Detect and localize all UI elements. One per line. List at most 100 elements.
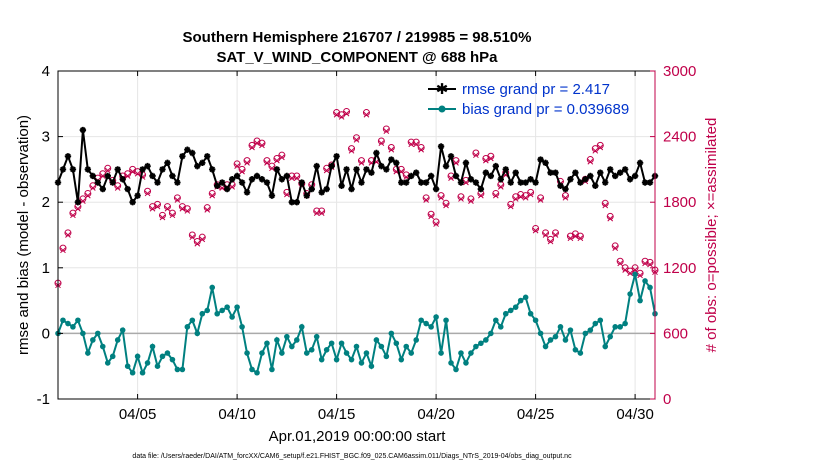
bias-point <box>597 317 604 324</box>
bias-point <box>572 347 579 353</box>
y-axis-label-left: rmse and bias (model - observation) <box>15 115 32 355</box>
line-series <box>54 126 659 376</box>
bias-point <box>338 340 345 347</box>
bias-point <box>184 324 191 330</box>
obs-possible-point <box>487 152 495 160</box>
rmse-point <box>124 185 131 193</box>
rmse-point <box>537 156 544 163</box>
right-tick-label: 0 <box>663 391 671 408</box>
bias-point <box>483 337 489 343</box>
obs-assimilated-point <box>239 168 245 175</box>
bias-point <box>637 297 643 304</box>
bias-point <box>204 307 211 314</box>
obs-possible-point <box>377 137 385 145</box>
rmse-point <box>243 189 251 196</box>
obs-assimilated-point <box>408 141 415 148</box>
bias-point <box>378 343 385 350</box>
rmse-point <box>293 199 300 206</box>
rmse-point <box>602 179 609 186</box>
obs-possible-point <box>542 229 550 237</box>
bias-point <box>532 317 539 324</box>
obs-possible-point <box>348 145 356 153</box>
rmse-point <box>89 172 97 180</box>
obs-assimilated-point <box>343 110 350 117</box>
obs-assimilated-point <box>124 173 131 179</box>
rmse-point <box>597 169 604 176</box>
rmse-point <box>273 166 281 173</box>
obs-assimilated-point <box>353 137 360 143</box>
obs-assimilated-point <box>607 215 614 222</box>
obs-assimilated-point <box>89 185 96 191</box>
obs-possible-point <box>646 258 654 266</box>
bias-point <box>413 337 420 343</box>
left-tick-label: 3 <box>42 129 50 146</box>
obs-assimilated-point <box>154 203 161 210</box>
bias-point <box>313 333 320 340</box>
legend-bias-label: bias grand pr = 0.039689 <box>462 101 629 118</box>
obs-possible-point <box>532 224 540 232</box>
rmse-point <box>552 169 559 176</box>
obs-assimilated-point <box>473 152 479 159</box>
bias-point <box>239 324 245 330</box>
bias-point <box>622 320 628 327</box>
rmse-point <box>641 179 649 186</box>
obs-assimilated-point <box>453 159 459 166</box>
rmse-point <box>522 179 529 186</box>
bias-point <box>552 333 559 340</box>
rmse-point <box>353 166 360 173</box>
rmse-point <box>233 172 241 180</box>
bias-point <box>642 278 648 284</box>
obs-assimilated-point <box>60 247 66 254</box>
right-tick-label: 2400 <box>663 129 696 146</box>
bias-point <box>60 317 66 324</box>
rmse-point <box>358 179 365 186</box>
obs-assimilated-point <box>413 141 420 148</box>
obs-assimilated-point <box>293 175 300 182</box>
bias-point <box>279 350 285 356</box>
bias-point <box>209 284 216 291</box>
chart-title-line1: Southern Hemisphere 216707 / 219985 = 98… <box>183 29 532 46</box>
obs-possible-point <box>84 189 92 197</box>
rmse-point <box>228 176 236 183</box>
rmse-point <box>129 199 136 206</box>
bias-point <box>139 369 146 376</box>
rmse-point <box>159 166 166 173</box>
obs-assimilated-point <box>129 168 136 175</box>
bias-point <box>502 310 509 317</box>
obs-assimilated-point <box>438 194 444 201</box>
obs-assimilated-point <box>572 233 579 239</box>
rmse-point <box>408 172 415 180</box>
rmse-point <box>74 199 82 206</box>
chart-title-line2: SAT_V_WIND_COMPONENT @ 688 hPa <box>216 49 498 66</box>
bias-point <box>602 343 609 350</box>
rmse-point <box>363 166 370 173</box>
rmse-point <box>422 179 430 186</box>
rmse-point <box>79 126 87 134</box>
obs-assimilated-point <box>388 146 395 153</box>
obs-possible-point <box>198 233 206 241</box>
obs-assimilated-point <box>547 238 554 245</box>
rmse-point <box>398 179 405 186</box>
right-tick-label: 600 <box>663 325 688 342</box>
x-tick-label: 04/30 <box>616 406 654 423</box>
bias-point <box>448 360 454 366</box>
obs-possible-point <box>427 210 435 218</box>
bias-point <box>234 304 240 310</box>
obs-possible-point <box>432 218 440 226</box>
obs-assimilated-point <box>269 165 275 172</box>
bias-point <box>224 304 230 310</box>
obs-possible-point <box>168 209 176 217</box>
bias-point <box>164 350 171 356</box>
bias-point <box>254 369 260 376</box>
obs-assimilated-point <box>532 227 539 234</box>
bias-point <box>507 307 514 314</box>
bias-point <box>537 330 544 337</box>
obs-possible-point <box>631 264 639 272</box>
legend: ✱ rmse grand pr = 2.417 bias grand pr = … <box>428 80 629 118</box>
obs-assimilated-point <box>423 197 430 203</box>
bias-point <box>259 350 265 356</box>
obs-possible-point <box>263 157 271 165</box>
rmse-point <box>403 179 410 186</box>
obs-assimilated-point <box>318 210 325 216</box>
rmse-point <box>348 185 355 193</box>
